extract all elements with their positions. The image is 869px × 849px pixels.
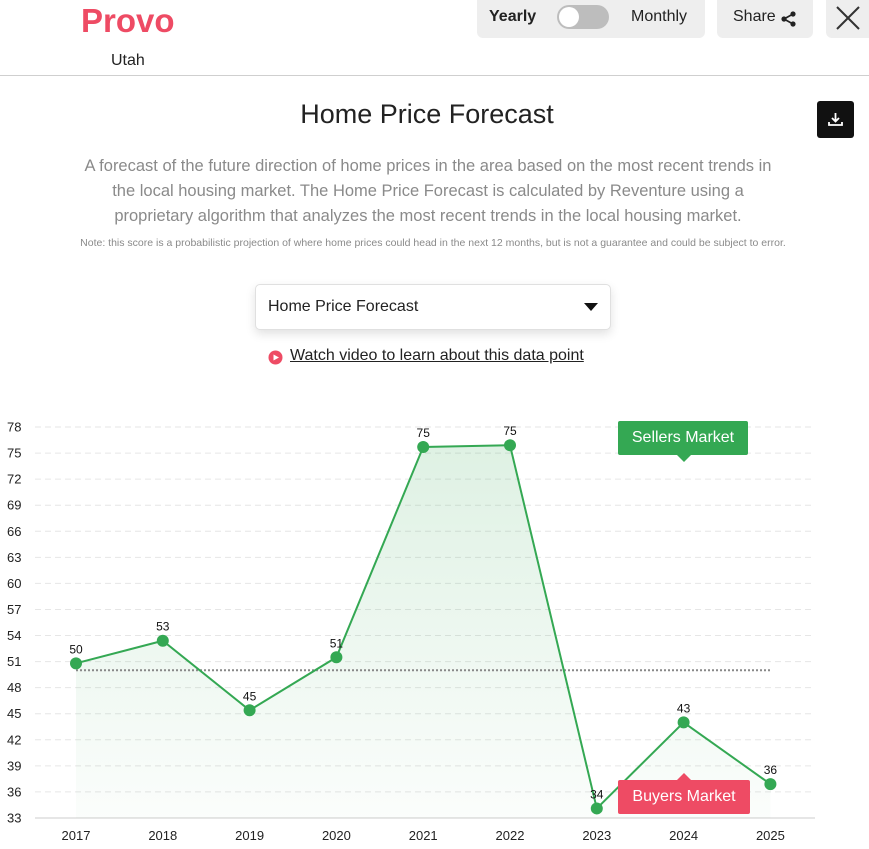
share-icon bbox=[781, 11, 796, 27]
y-tick-label: 57 bbox=[7, 602, 21, 617]
close-button[interactable] bbox=[826, 0, 869, 38]
data-label: 75 bbox=[417, 426, 431, 440]
x-tick-label: 2019 bbox=[235, 828, 264, 843]
caret-down-icon bbox=[584, 303, 598, 311]
data-point bbox=[590, 802, 603, 815]
description-text: A forecast of the future direction of ho… bbox=[84, 157, 772, 225]
data-label: 53 bbox=[156, 620, 170, 634]
sellers-market-marker: Sellers Market bbox=[618, 421, 748, 462]
sellers-market-label: Sellers Market bbox=[631, 429, 735, 446]
data-point bbox=[417, 440, 430, 453]
y-tick-label: 54 bbox=[7, 628, 21, 643]
data-point bbox=[764, 778, 777, 791]
data-label: 36 bbox=[764, 763, 778, 777]
y-tick-label: 66 bbox=[7, 524, 21, 539]
y-tick-label: 51 bbox=[7, 654, 21, 669]
y-tick-label: 63 bbox=[7, 550, 21, 565]
x-tick-label: 2025 bbox=[756, 828, 785, 843]
data-label: 51 bbox=[330, 636, 344, 650]
x-tick-label: 2020 bbox=[322, 828, 351, 843]
download-button[interactable] bbox=[817, 101, 854, 138]
y-tick-label: 78 bbox=[7, 420, 21, 435]
data-point bbox=[677, 716, 690, 729]
frequency-toggle[interactable]: Yearly Monthly bbox=[477, 0, 705, 38]
data-point bbox=[70, 657, 82, 670]
data-point bbox=[330, 651, 343, 664]
x-tick-label: 2023 bbox=[582, 828, 611, 843]
data-point bbox=[243, 704, 256, 717]
video-link-text[interactable]: Watch video to learn about this data poi… bbox=[290, 347, 584, 364]
share-button[interactable]: Share bbox=[717, 0, 813, 38]
area-fill bbox=[76, 445, 771, 818]
y-tick-label: 60 bbox=[7, 576, 21, 591]
metric-select[interactable]: Home Price Forecast bbox=[255, 284, 611, 330]
x-tick-label: 2018 bbox=[148, 828, 177, 843]
metric-select-value: Home Price Forecast bbox=[268, 298, 419, 315]
y-tick-label: 39 bbox=[7, 758, 21, 773]
play-icon bbox=[268, 350, 283, 365]
disclaimer-note: Note: this score is a probabilistic proj… bbox=[80, 237, 786, 249]
y-tick-label: 42 bbox=[7, 732, 21, 747]
x-tick-label: 2024 bbox=[669, 828, 698, 843]
city-name: Provo bbox=[81, 2, 175, 39]
download-icon bbox=[828, 113, 843, 126]
state-name: Utah bbox=[111, 52, 145, 69]
data-label: 75 bbox=[503, 424, 517, 438]
data-label: 43 bbox=[677, 701, 691, 715]
sellers-market-pointer bbox=[677, 455, 691, 462]
y-tick-label: 69 bbox=[7, 498, 21, 513]
data-label: 34 bbox=[590, 787, 604, 801]
y-tick-label: 72 bbox=[7, 472, 21, 487]
close-icon bbox=[836, 6, 860, 30]
header-divider bbox=[0, 75, 869, 76]
y-tick-label: 48 bbox=[7, 680, 21, 695]
buyers-market-marker: Buyers Market bbox=[618, 773, 750, 814]
x-tick-label: 2022 bbox=[496, 828, 525, 843]
y-tick-label: 36 bbox=[7, 784, 21, 799]
share-label: Share bbox=[733, 8, 776, 25]
y-tick-label: 75 bbox=[7, 446, 21, 461]
data-label: 45 bbox=[243, 689, 257, 703]
y-tick-label: 33 bbox=[7, 811, 21, 826]
y-tick-label: 45 bbox=[7, 706, 21, 721]
x-tick-label: 2021 bbox=[409, 828, 438, 843]
toggle-label-yearly[interactable]: Yearly bbox=[489, 8, 537, 25]
buyers-market-label: Buyers Market bbox=[632, 788, 736, 805]
data-point bbox=[156, 634, 169, 647]
toggle-switch[interactable] bbox=[557, 5, 609, 29]
page-title: Home Price Forecast bbox=[300, 99, 554, 129]
data-label: 50 bbox=[69, 642, 83, 656]
data-point bbox=[504, 439, 516, 452]
x-tick-label: 2017 bbox=[62, 828, 91, 843]
toggle-label-monthly[interactable]: Monthly bbox=[631, 8, 688, 25]
buyers-market-pointer bbox=[677, 773, 691, 780]
toggle-knob[interactable] bbox=[559, 7, 579, 27]
